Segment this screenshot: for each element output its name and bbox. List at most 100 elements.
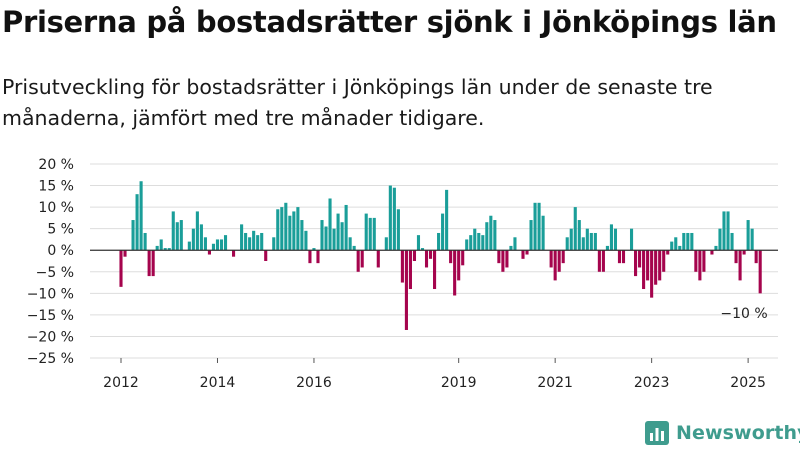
bar bbox=[364, 213, 368, 251]
bar bbox=[686, 232, 690, 251]
bar bbox=[187, 241, 191, 251]
x-tick-label: 2012 bbox=[103, 375, 139, 391]
bar bbox=[376, 250, 380, 268]
bar bbox=[577, 220, 581, 251]
bar bbox=[252, 230, 256, 251]
bar bbox=[396, 209, 400, 251]
bar bbox=[441, 213, 445, 251]
x-tick-label: 2019 bbox=[441, 375, 477, 391]
bar bbox=[690, 232, 694, 251]
bar bbox=[304, 230, 308, 251]
y-tick-label: 10 % bbox=[38, 200, 74, 216]
bar bbox=[167, 248, 171, 251]
bar bbox=[629, 228, 634, 251]
bar bbox=[609, 224, 613, 251]
y-tick-label: −10 % bbox=[27, 286, 74, 302]
bar bbox=[308, 250, 312, 264]
bar bbox=[207, 250, 211, 255]
bar bbox=[388, 185, 392, 251]
bar bbox=[746, 220, 750, 251]
bar bbox=[424, 250, 429, 268]
bar bbox=[581, 237, 585, 251]
x-axis-tick-labels: 2012 2014 2016 2019 2021 2023 2025 bbox=[103, 358, 766, 391]
bar bbox=[123, 250, 127, 257]
bar bbox=[678, 245, 682, 251]
y-tick-label: 5 % bbox=[47, 222, 74, 238]
y-tick-label: 20 % bbox=[38, 157, 74, 173]
bar bbox=[408, 250, 412, 290]
bar bbox=[481, 235, 485, 251]
bar bbox=[485, 222, 489, 251]
bar bbox=[662, 250, 666, 272]
bar bbox=[525, 250, 529, 255]
bar bbox=[589, 232, 593, 251]
bar bbox=[565, 237, 569, 251]
bar bbox=[666, 250, 670, 255]
bar bbox=[400, 250, 404, 283]
bar bbox=[634, 250, 638, 277]
bar bbox=[215, 239, 220, 251]
bar bbox=[505, 250, 509, 268]
x-tick-label: 2025 bbox=[730, 375, 766, 391]
bar bbox=[412, 250, 417, 261]
bar bbox=[601, 250, 605, 272]
bar bbox=[585, 228, 589, 251]
y-tick-label: −15 % bbox=[27, 308, 74, 324]
bar bbox=[569, 228, 573, 251]
y-tick-label: −5 % bbox=[36, 265, 74, 281]
bar bbox=[264, 250, 268, 261]
bar bbox=[356, 250, 360, 272]
bar bbox=[336, 213, 340, 251]
bar bbox=[272, 237, 276, 251]
x-tick-label: 2023 bbox=[634, 375, 670, 391]
bar bbox=[320, 220, 324, 251]
bar bbox=[457, 250, 461, 281]
chart-subtitle: Prisutveckling för bostadsrätter i Jönkö… bbox=[2, 75, 713, 130]
bar bbox=[175, 222, 179, 251]
bar bbox=[617, 250, 622, 264]
bar bbox=[340, 222, 344, 251]
bar bbox=[211, 243, 216, 251]
bar bbox=[232, 250, 236, 257]
bar bbox=[734, 250, 738, 264]
bar bbox=[219, 239, 224, 251]
bar bbox=[324, 226, 328, 251]
bar bbox=[276, 209, 280, 251]
bar bbox=[541, 215, 545, 251]
bar bbox=[244, 232, 248, 251]
bar bbox=[384, 237, 388, 251]
bar bbox=[549, 250, 553, 268]
bar bbox=[646, 250, 650, 281]
bar bbox=[352, 245, 356, 251]
bar bbox=[195, 211, 199, 251]
bar bbox=[473, 228, 477, 251]
bar bbox=[428, 250, 433, 259]
bar bbox=[449, 250, 453, 264]
bar bbox=[404, 250, 408, 330]
bar bbox=[726, 211, 730, 251]
bar bbox=[344, 204, 348, 251]
bar bbox=[445, 189, 449, 251]
bar bbox=[621, 250, 626, 264]
newsworthy-logo: Newsworthy bbox=[644, 418, 800, 448]
bar bbox=[730, 232, 734, 251]
bar bbox=[465, 239, 469, 251]
bar bbox=[119, 250, 123, 287]
bar bbox=[718, 228, 722, 251]
bar bbox=[597, 250, 601, 272]
bar bbox=[638, 250, 642, 268]
y-tick-label: 15 % bbox=[38, 179, 74, 195]
bar bbox=[372, 217, 376, 251]
bar bbox=[284, 202, 288, 251]
bar bbox=[392, 187, 396, 251]
bar bbox=[698, 250, 702, 281]
bar bbox=[248, 237, 252, 251]
bar bbox=[171, 211, 175, 251]
y-tick-label: −25 % bbox=[27, 351, 74, 367]
bar bbox=[533, 202, 537, 251]
bar bbox=[461, 250, 465, 266]
bar bbox=[256, 235, 260, 251]
bar bbox=[758, 250, 762, 294]
bar bbox=[573, 207, 577, 251]
